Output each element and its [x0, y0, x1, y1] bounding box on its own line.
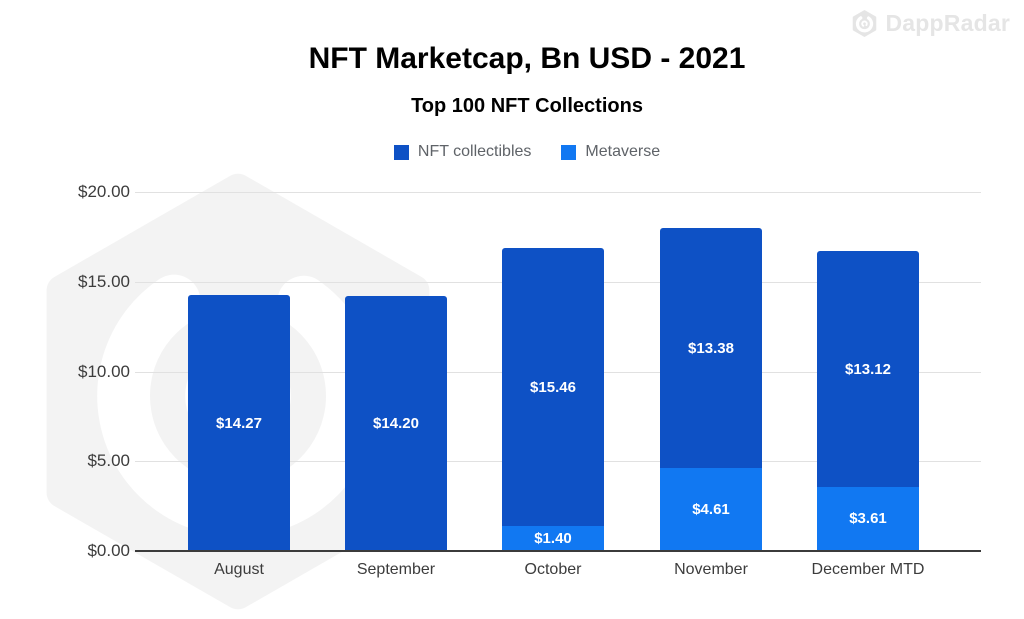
bar-value-label: $13.12 [845, 360, 891, 378]
bar-value-label: $3.61 [849, 510, 887, 527]
x-axis-tick-label: September [356, 561, 436, 578]
bar-segment-metaverse[interactable]: $4.61 [660, 468, 762, 551]
dappradar-logo: DappRadar [851, 10, 1011, 37]
x-axis-tick-label: August [214, 561, 264, 578]
x-axis-tick-label: November [674, 561, 748, 578]
y-axis-tick-label: $10.00 [78, 362, 130, 381]
legend-label: NFT collectibles [417, 143, 532, 160]
bar-segment-nft-collectibles[interactable]: $13.12 [817, 251, 919, 487]
bar-value-label: $14.20 [373, 415, 419, 432]
bar-value-label: $1.40 [534, 530, 572, 547]
gridline [135, 192, 981, 193]
chart-subtitle: Top 100 NFT Collections [411, 95, 643, 117]
bar-segment-metaverse[interactable]: $1.40 [502, 526, 604, 551]
x-axis-line [135, 550, 981, 552]
y-axis-tick-label: $20.00 [78, 182, 130, 201]
x-axis-tick-label: October [524, 561, 582, 578]
bar-segment-nft-collectibles[interactable]: $15.46 [502, 248, 604, 526]
dappradar-logo-text: DappRadar [885, 10, 1010, 36]
y-axis-tick-label: $5.00 [87, 451, 130, 470]
bar-value-label: $4.61 [692, 501, 730, 518]
bar-segment-metaverse[interactable]: $3.61 [817, 486, 919, 551]
y-axis-tick-label: $15.00 [78, 272, 130, 291]
bar-segment-nft-collectibles[interactable]: $14.27 [188, 295, 290, 551]
legend-swatch-icon [561, 144, 577, 160]
x-axis-tick-label: December MTD [811, 561, 925, 578]
chart-title: NFT Marketcap, Bn USD - 2021 [308, 42, 746, 75]
bar-segment-nft-collectibles[interactable]: $13.38 [660, 228, 762, 468]
bar-value-label: $15.46 [530, 378, 576, 396]
legend-label: Metaverse [585, 143, 661, 160]
dappradar-hexagon-icon [852, 10, 876, 37]
bar-segment-nft-collectibles[interactable]: $14.20 [345, 296, 447, 551]
legend-swatch-icon [393, 144, 409, 160]
y-axis-tick-label: $0.00 [87, 541, 130, 560]
legend-item-metaverse[interactable]: Metaverse [561, 143, 660, 161]
chart-legend: NFT collectibles Metaverse [30, 143, 1024, 161]
bar-value-label: $13.38 [688, 339, 734, 357]
bar-value-label: $14.27 [216, 414, 262, 432]
legend-item-nft-collectibles[interactable]: NFT collectibles [393, 143, 532, 161]
